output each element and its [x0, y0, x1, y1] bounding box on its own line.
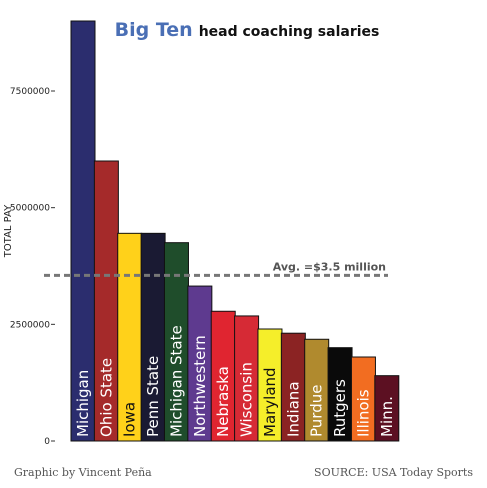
y-tick-label: 0 — [44, 437, 50, 447]
bar — [140, 232, 166, 442]
y-tick-label: 5000000 — [10, 204, 50, 214]
bar-label: Nebraska — [214, 366, 232, 437]
bar-label: Wisconsin — [238, 362, 256, 437]
bar — [257, 328, 283, 442]
bar-label: Michigan State — [167, 325, 185, 437]
bar-label: Purdue — [308, 385, 326, 437]
y-axis: 0 2500000 5000000 7500000 — [10, 87, 55, 447]
bar-label: Minn. — [378, 396, 396, 437]
bar — [350, 356, 376, 442]
bar-label: Rutgers — [331, 379, 349, 437]
average-label: Avg. =$3.5 million — [273, 260, 386, 273]
bar — [374, 375, 400, 442]
bar-label: Michigan — [74, 370, 92, 437]
bar — [93, 160, 119, 442]
chart-title: Big Ten head coaching salaries — [115, 19, 380, 41]
bar-label: Ohio State — [97, 358, 115, 437]
title-main: Big Ten — [115, 19, 193, 41]
bar-label: Penn State — [144, 356, 162, 437]
y-tick-label: 7500000 — [10, 87, 50, 97]
bar — [304, 338, 330, 442]
bar — [327, 347, 353, 442]
credit-text: Graphic by Vincent Peña — [14, 466, 152, 479]
y-tick-label: 2500000 — [10, 320, 50, 330]
bar — [210, 310, 236, 442]
title-sub: head coaching salaries — [199, 24, 380, 40]
average-line-group: Avg. =$3.5 million Michigan Ohio State Iowa… — [44, 260, 396, 437]
bar-label: Northwestern — [191, 335, 209, 437]
bar-label: Indiana — [284, 381, 302, 437]
bar-label: Maryland — [261, 367, 279, 437]
bar — [70, 20, 96, 442]
y-axis-label: TOTAL PAY — [3, 204, 14, 258]
bars — [70, 20, 400, 442]
bar-label: Iowa — [121, 402, 139, 437]
bar — [187, 285, 213, 442]
bar — [234, 315, 260, 442]
source-text: SOURCE: USA Today Sports — [314, 466, 473, 479]
bar-label: Illinois — [354, 389, 372, 437]
